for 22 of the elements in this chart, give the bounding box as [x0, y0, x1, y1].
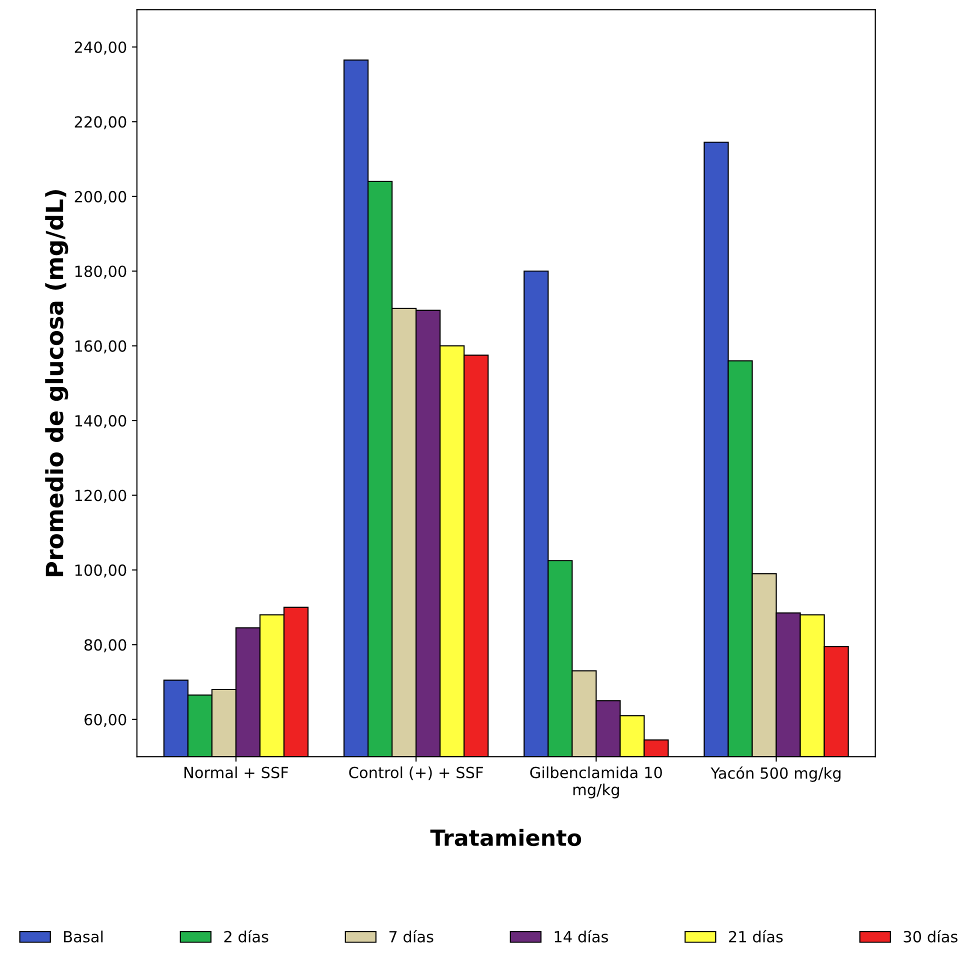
legend-label: 2 días: [224, 930, 268, 942]
y-tick-label: 60,00: [84, 714, 126, 727]
y-tick-label: 140,00: [75, 415, 126, 428]
x-tick-label: Control (+) + SSF: [349, 766, 483, 780]
x-tick-label: Yacón 500 mg/kg: [710, 766, 840, 782]
legend-label: 14 días: [554, 930, 608, 942]
y-tick-label: 160,00: [75, 340, 126, 354]
x-tick-label: Normal + SSF: [184, 766, 288, 778]
y-tick-label: 240,00: [74, 41, 126, 55]
y-tick-label: 120,00: [75, 490, 126, 503]
x-axis-title: Tratamiento: [430, 828, 582, 846]
y-tick-label: 220,00: [74, 116, 126, 130]
legend-label: 30 días: [904, 930, 958, 942]
x-tick-label: Gilbenclamida 10 mg/kg: [530, 766, 662, 798]
y-tick-label: 100,00: [75, 564, 126, 578]
legend-label: 21 días: [729, 930, 783, 942]
legend-label: 7 días: [389, 930, 434, 942]
y-tick-label: 200,00: [74, 190, 126, 204]
legend-label: Basal: [64, 930, 103, 942]
y-axis-title: Promedio de glucosa (mg/dL): [45, 190, 68, 576]
y-tick-label: 180,00: [75, 266, 126, 279]
y-tick-label: 80,00: [84, 639, 126, 652]
